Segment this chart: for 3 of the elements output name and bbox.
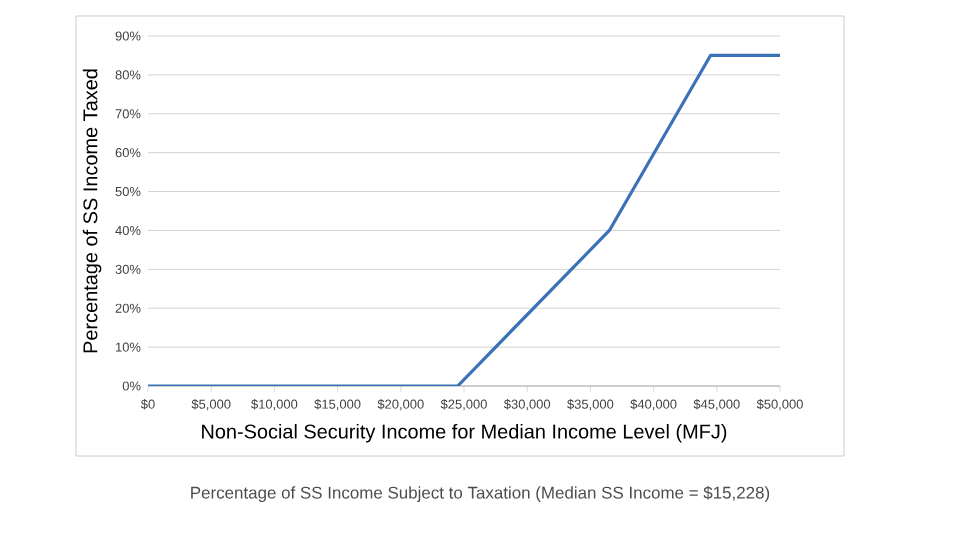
x-axis-title: Non-Social Security Income for Median Income Level (MFJ) [202,423,727,443]
text: Percentage of SS Income Subject to Taxation (Median SS Income = $15,228) [191,485,770,503]
y-axis-title: Percentage of SS Income Taxed [82,69,102,353]
